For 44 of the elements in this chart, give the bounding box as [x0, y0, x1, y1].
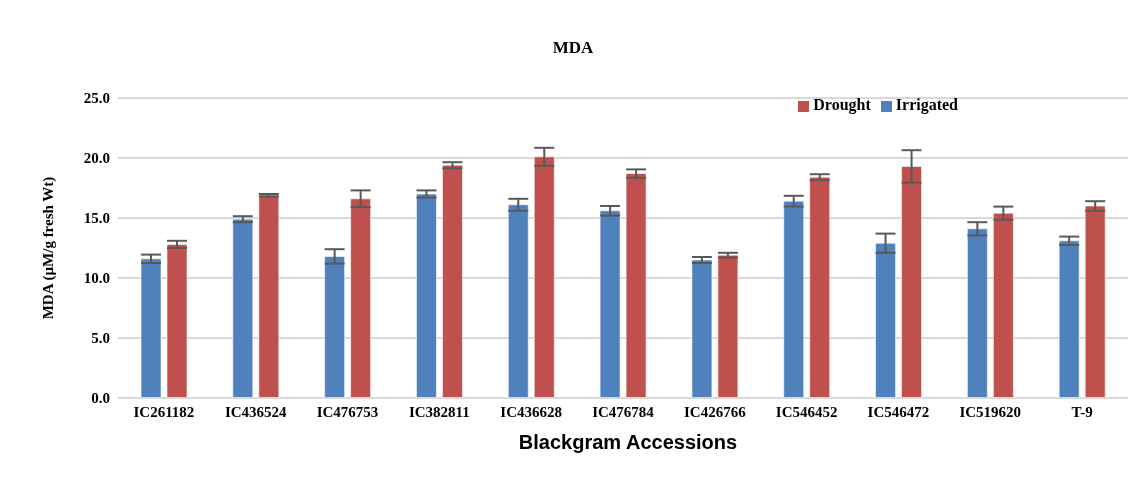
y-tick-label: 5.0	[91, 330, 110, 347]
y-tick-label: 10.0	[83, 270, 110, 287]
bar	[809, 176, 831, 398]
bar	[1058, 240, 1080, 398]
x-tick-label: IC426766	[683, 403, 747, 420]
x-tick-label: IC436628	[500, 403, 563, 420]
bar	[140, 258, 162, 398]
bar	[232, 218, 254, 398]
bar	[350, 198, 372, 398]
y-tick-label: 15.0	[83, 210, 110, 227]
bar	[966, 228, 988, 398]
y-axis-title: MDA (µM/g fresh Wt)	[40, 176, 58, 320]
legend-label: Drought	[813, 96, 871, 113]
x-tick-label: IC519620	[959, 403, 1022, 420]
y-tick-label: 20.0	[83, 150, 110, 167]
bar	[691, 259, 713, 398]
x-axis-title: Blackgram Accessions	[517, 431, 739, 454]
bar	[992, 212, 1014, 398]
bar	[901, 165, 923, 398]
x-tick-label: IC546472	[867, 403, 930, 420]
bar	[783, 200, 805, 398]
x-tick-label: T-9	[1071, 403, 1093, 420]
bar	[599, 210, 621, 398]
x-tick-label: IC436524	[224, 403, 288, 420]
bar	[258, 194, 280, 398]
bar	[441, 164, 463, 398]
x-tick-label: IC382811	[408, 403, 470, 420]
bar	[324, 255, 346, 398]
x-tick-label: IC476753	[316, 403, 379, 420]
y-tick-label: 25.0	[83, 90, 110, 107]
bar	[533, 156, 555, 398]
bar	[717, 254, 739, 398]
x-tick-label: IC546452	[775, 403, 838, 420]
y-tick-label: 0.0	[91, 390, 110, 407]
legend-label: Irrigated	[895, 96, 958, 113]
chart-title: MDA	[551, 38, 595, 58]
x-tick-label: IC476784	[592, 403, 655, 420]
bar	[625, 173, 647, 398]
bar	[507, 204, 529, 398]
x-tick-label: IC261182	[133, 403, 195, 420]
bar	[415, 193, 437, 398]
bar	[1084, 205, 1106, 398]
bar	[166, 243, 188, 398]
bar	[875, 242, 897, 398]
